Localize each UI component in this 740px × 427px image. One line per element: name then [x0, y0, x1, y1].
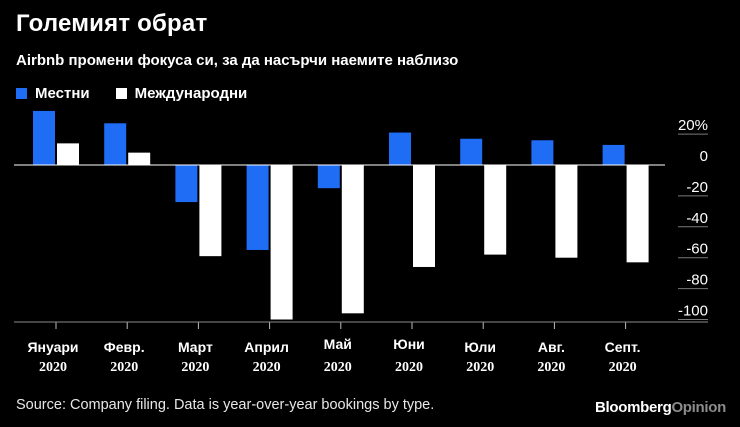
x-tick-label-year: 2020 [466, 360, 494, 375]
legend-label-international: Международни [134, 84, 248, 102]
bar-international [555, 165, 578, 258]
x-tick-label-year: 2020 [253, 360, 281, 375]
bar-domestic [175, 165, 198, 203]
legend-swatch-domestic [16, 87, 27, 99]
bar-international [341, 165, 364, 314]
x-tick-label-year: 2020 [537, 360, 565, 375]
bar-domestic [246, 165, 269, 250]
x-tick-label-month: Януари [27, 339, 78, 355]
y-tick-label: 0 [700, 148, 708, 165]
bar-domestic [104, 123, 127, 165]
y-tick-label: -80 [686, 272, 708, 289]
x-tick-label-year: 2020 [609, 360, 637, 375]
legend: Местни Международни [16, 84, 273, 102]
x-tick-label-year: 2020 [395, 360, 423, 375]
source-note: Source: Company filing. Data is year-ove… [16, 397, 435, 413]
brand-logo: BloombergOpinion [595, 399, 726, 416]
bar-domestic [33, 110, 55, 165]
bar-domestic [317, 165, 340, 189]
y-tick-label: 20% [678, 117, 708, 134]
x-tick-label-month: Май [324, 336, 352, 352]
bar-international [199, 165, 222, 257]
x-tick-label-month: Авг. [538, 339, 565, 355]
x-tick-label-year: 2020 [324, 360, 352, 375]
chart-title: Големият обрат [16, 10, 208, 37]
brand-bloomberg: Bloomberg [594, 399, 672, 416]
legend-item-international: Международни [115, 84, 248, 102]
x-tick-label-month: Март [178, 339, 213, 355]
x-tick-label-month: Февр. [104, 339, 145, 355]
brand-opinion: Opinion [671, 399, 726, 416]
x-tick-label-year: 2020 [181, 360, 209, 375]
x-tick-label-month: Април [244, 339, 289, 355]
x-tick-label-month: Юли [464, 339, 496, 355]
bar-domestic [602, 144, 625, 165]
x-tick-label-year: 2020 [110, 360, 138, 375]
bar-international [57, 143, 79, 165]
bar-international [413, 165, 435, 267]
bar-domestic [460, 138, 483, 165]
y-tick-label: -100 [678, 303, 708, 320]
bar-international [484, 165, 507, 255]
y-tick-label: -60 [686, 241, 708, 258]
chart-subtitle: Airbnb промени фокуса си, за да насърчи … [16, 52, 459, 69]
x-tick-label-year: 2020 [39, 360, 67, 375]
legend-label-domestic: Местни [35, 84, 90, 102]
bar-international [270, 165, 293, 320]
bar-domestic [389, 132, 411, 165]
y-tick-label: -40 [686, 210, 708, 227]
bar-international [626, 165, 649, 263]
legend-item-domestic: Местни [16, 85, 90, 102]
x-tick-label-month: Юни [393, 336, 425, 352]
bar-domestic [531, 140, 554, 165]
bar-international [128, 152, 151, 165]
x-tick-label-month: Септ. [605, 339, 641, 355]
legend-swatch-international [115, 87, 127, 99]
y-tick-label: -20 [686, 179, 708, 196]
